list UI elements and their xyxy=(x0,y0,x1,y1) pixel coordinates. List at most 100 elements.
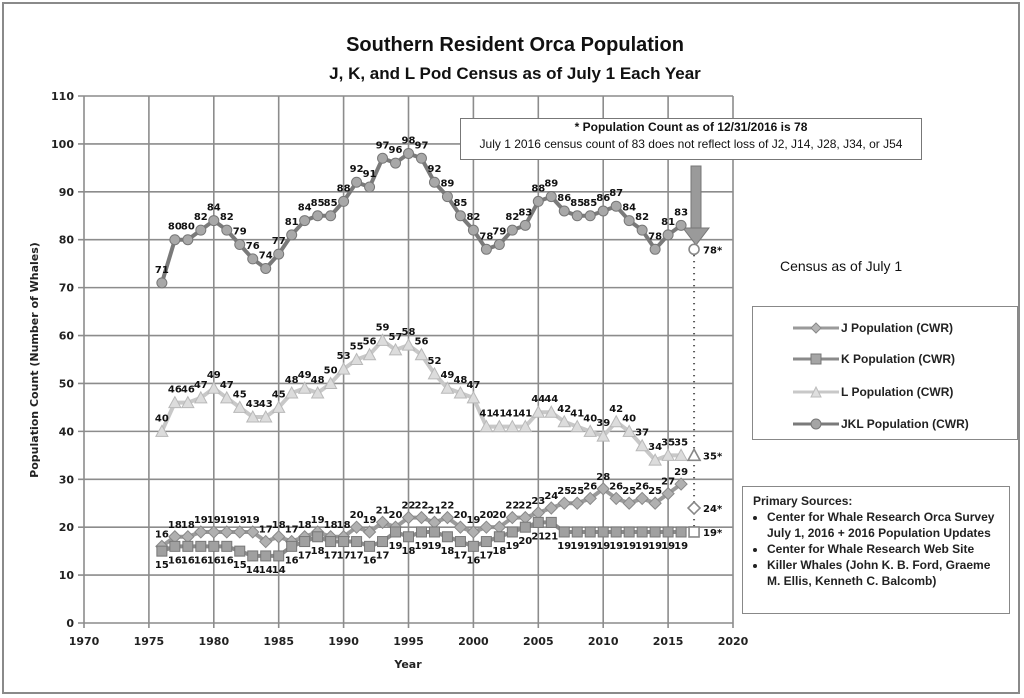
data-label: 85 xyxy=(583,198,597,209)
source-item: Center for Whale Research Web Site xyxy=(767,541,999,557)
sources-list: Center for Whale Research Orca Survey Ju… xyxy=(753,509,999,589)
diamond-marker-icon xyxy=(793,322,839,334)
data-label: 84 xyxy=(207,203,221,214)
x-tick-label: 1990 xyxy=(328,635,359,648)
data-label: 18 xyxy=(402,546,416,557)
data-point xyxy=(636,526,648,538)
data-point xyxy=(220,525,234,539)
data-label: 42 xyxy=(557,404,571,415)
data-label: 19 xyxy=(622,541,636,552)
data-label: 19 xyxy=(220,515,234,526)
chart-title: Southern Resident Orca Population xyxy=(346,34,684,56)
data-label: 24 xyxy=(544,491,558,502)
x-tick-label: 1995 xyxy=(393,635,424,648)
data-label: 92 xyxy=(427,164,441,175)
data-point xyxy=(349,520,364,534)
year-end-label: 35* xyxy=(703,451,723,462)
data-label: 22 xyxy=(518,501,532,512)
data-label: 48 xyxy=(453,375,467,386)
data-label: 16 xyxy=(181,555,195,566)
year-end-point xyxy=(688,243,700,256)
data-point xyxy=(453,520,468,534)
data-point xyxy=(336,362,351,375)
x-tick-label: 2010 xyxy=(588,635,619,648)
data-label: 18 xyxy=(272,520,286,531)
data-label: 19 xyxy=(661,541,675,552)
year-end-label: 24* xyxy=(703,504,723,515)
data-label: 14 xyxy=(246,565,260,576)
data-label: 85 xyxy=(570,198,584,209)
data-point xyxy=(323,376,338,389)
data-label: 16 xyxy=(155,529,169,540)
data-point xyxy=(596,429,611,442)
data-label: 58 xyxy=(402,327,416,338)
annotation-line-2: July 1 2016 census count of 83 does not … xyxy=(479,137,903,151)
data-label: 21 xyxy=(376,505,390,516)
data-label: 17 xyxy=(479,551,493,562)
data-label: 56 xyxy=(415,337,429,348)
data-point xyxy=(545,516,557,528)
data-label: 57 xyxy=(389,332,403,343)
data-point xyxy=(234,239,246,251)
series-jkl xyxy=(156,147,700,289)
data-label: 45 xyxy=(272,389,286,400)
y-tick-label: 50 xyxy=(59,377,75,390)
data-point xyxy=(441,531,453,543)
data-point xyxy=(571,210,583,222)
data-point xyxy=(221,540,233,552)
data-label: 27 xyxy=(661,477,675,488)
data-point xyxy=(662,526,674,538)
data-point xyxy=(635,491,649,506)
data-label: 19 xyxy=(648,541,662,552)
data-label: 81 xyxy=(285,217,299,228)
data-label: 74 xyxy=(259,250,273,261)
legend-item-k: K Population (CWR) xyxy=(793,350,955,368)
data-label: 82 xyxy=(194,212,208,223)
data-label: 15 xyxy=(155,560,169,571)
data-label: 15 xyxy=(233,560,247,571)
data-point xyxy=(286,540,298,552)
legend-item-j: J Population (CWR) xyxy=(793,319,953,337)
data-point xyxy=(234,545,246,557)
data-point xyxy=(390,157,402,169)
data-label: 45 xyxy=(233,389,247,400)
data-label: 22 xyxy=(505,501,519,512)
data-point xyxy=(299,536,311,548)
data-label: 16 xyxy=(363,555,377,566)
year-end-point xyxy=(686,447,702,462)
data-point xyxy=(467,224,479,236)
data-point xyxy=(351,176,363,188)
data-point xyxy=(260,550,272,562)
data-label: 98 xyxy=(402,135,416,146)
data-label: 19 xyxy=(194,515,208,526)
data-point xyxy=(441,191,453,203)
data-label: 34 xyxy=(648,442,662,453)
legend-label: J Population (CWR) xyxy=(841,321,953,335)
data-label: 53 xyxy=(337,351,351,362)
data-label: 19 xyxy=(466,515,480,526)
legend-label: JKL Population (CWR) xyxy=(841,417,969,431)
data-label: 85 xyxy=(324,198,338,209)
data-point xyxy=(675,219,687,231)
data-point xyxy=(206,381,221,394)
data-label: 19 xyxy=(557,541,571,552)
data-point xyxy=(273,550,285,562)
data-label: 26 xyxy=(635,481,649,492)
data-label: 55 xyxy=(350,342,364,353)
data-point xyxy=(299,215,311,227)
data-point xyxy=(610,526,622,538)
data-label: 20 xyxy=(350,510,364,521)
data-label: 40 xyxy=(155,413,169,424)
data-label: 18 xyxy=(337,520,351,531)
data-point xyxy=(156,277,168,289)
data-point xyxy=(388,342,403,356)
data-point xyxy=(415,152,427,164)
chart-subtitle: J, K, and L Pod Census as of July 1 Each… xyxy=(329,64,701,83)
data-label: 25 xyxy=(570,486,584,497)
data-point xyxy=(325,536,337,548)
data-label: 80 xyxy=(168,222,182,233)
data-label: 47 xyxy=(466,380,480,391)
data-point xyxy=(544,501,558,515)
